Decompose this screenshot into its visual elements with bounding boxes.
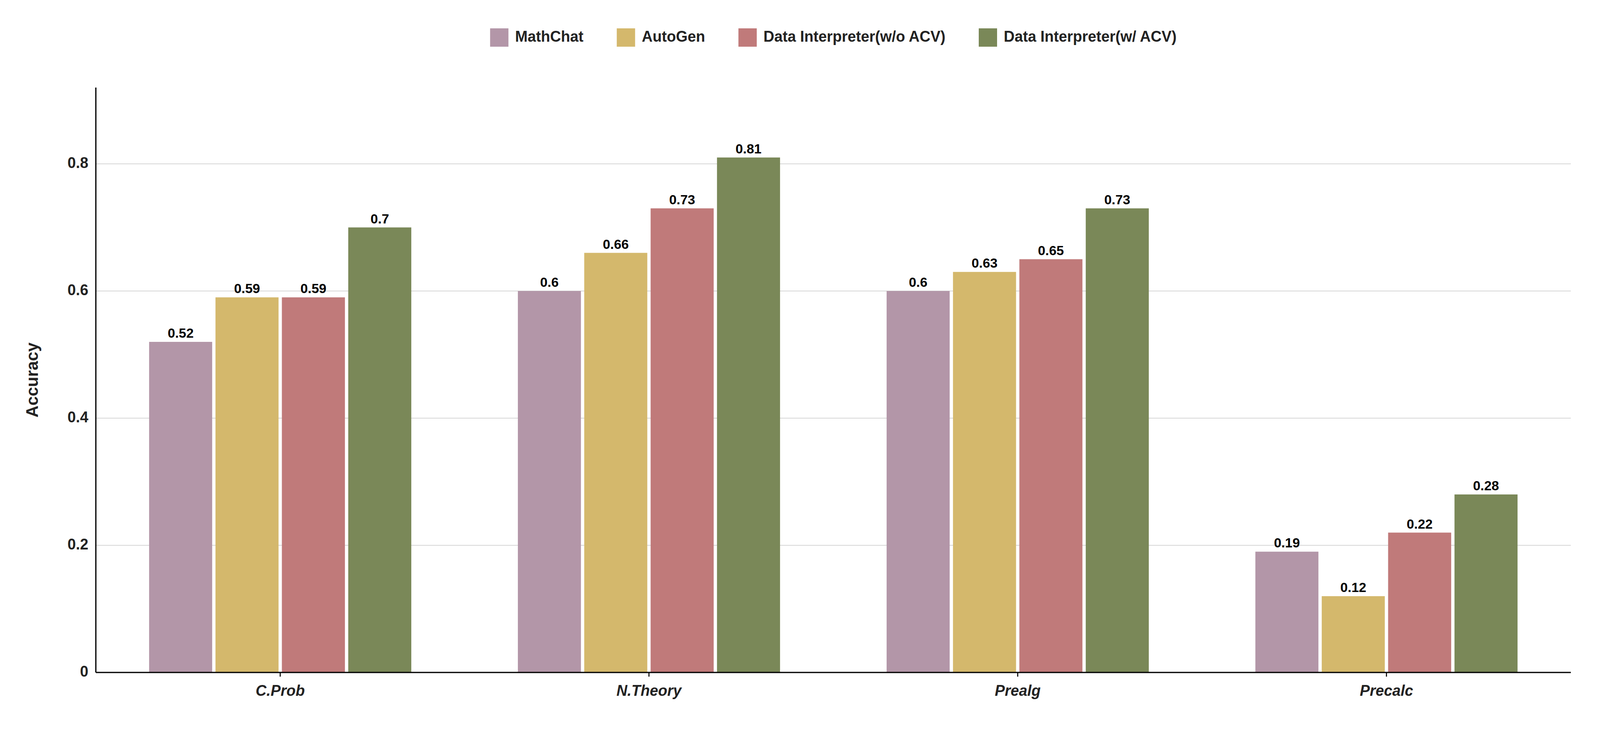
bar	[281, 297, 345, 673]
legend-swatch	[616, 28, 635, 47]
bar	[1387, 532, 1451, 673]
grid-line	[95, 671, 1571, 673]
data-label: 0.59	[234, 280, 260, 296]
data-label: 0.63	[971, 255, 998, 271]
y-axis-label: Accuracy	[22, 342, 42, 418]
bar	[886, 290, 950, 673]
legend-label: Data Interpreter(w/ ACV)	[1003, 27, 1177, 45]
bar	[149, 341, 213, 673]
legend-swatch	[738, 28, 757, 47]
bar	[650, 208, 714, 673]
y-tick-label: 0.8	[67, 154, 89, 172]
x-tick	[1017, 672, 1019, 677]
y-tick-label: 0.4	[67, 408, 89, 426]
y-tick-label: 0.6	[67, 281, 89, 299]
data-labels: 0.52 0.6 0.6 0.19 0.59 0.66 0.63 0.12 0.59 0.73 0.…	[167, 141, 1499, 595]
data-label: 0.52	[167, 325, 194, 341]
grid-line	[95, 163, 1571, 165]
bar	[1085, 208, 1149, 673]
bar	[1019, 259, 1083, 673]
legend-label: Data Interpreter(w/o ACV)	[763, 27, 946, 45]
data-label: 0.73	[669, 192, 695, 208]
data-label: 0.7	[370, 211, 389, 227]
y-tick-label: 0	[80, 662, 89, 680]
data-label: 0.28	[1472, 477, 1499, 493]
data-label: 0.73	[1104, 192, 1130, 208]
bar	[517, 290, 581, 673]
x-axis	[95, 671, 1571, 673]
x-tick-label: N.Theory	[616, 681, 683, 699]
data-label: 0.6	[540, 274, 559, 290]
data-label: 0.65	[1037, 242, 1064, 258]
data-label: 0.81	[735, 141, 762, 157]
data-label: 0.22	[1406, 516, 1433, 532]
x-tick	[648, 672, 650, 677]
chart: 00.20.40.60.80.520.60.60.190.590.660.630…	[0, 0, 1600, 735]
data-label: 0.6	[908, 274, 928, 290]
x-tick-label: Prealg	[994, 681, 1041, 699]
y-tick-label: 0.2	[67, 535, 89, 553]
bar	[348, 227, 412, 673]
legend-swatch	[490, 28, 509, 47]
bar	[215, 297, 279, 673]
data-label: 0.59	[300, 280, 327, 296]
data-label: 0.12	[1340, 579, 1367, 595]
bar	[1454, 494, 1518, 673]
bar	[1321, 595, 1385, 673]
legend-label: MathChat	[515, 27, 584, 45]
x-tick-label: C.Prob	[255, 681, 305, 699]
x-tick	[279, 672, 281, 677]
bar	[717, 157, 780, 673]
grid	[95, 163, 1571, 673]
y-axis	[95, 87, 97, 673]
bar	[1255, 551, 1319, 673]
x-tick-label: Precalc	[1359, 681, 1413, 699]
bar	[952, 271, 1016, 673]
bars	[149, 157, 1518, 673]
legend-swatch	[978, 28, 998, 47]
data-label: 0.19	[1273, 535, 1300, 550]
legend: MathChat AutoGen Data Interpreter(w/o ACV)…	[490, 27, 1177, 47]
data-label: 0.66	[602, 236, 629, 252]
x-tick	[1385, 672, 1388, 677]
bar	[584, 252, 648, 673]
legend-label: AutoGen	[641, 27, 705, 45]
